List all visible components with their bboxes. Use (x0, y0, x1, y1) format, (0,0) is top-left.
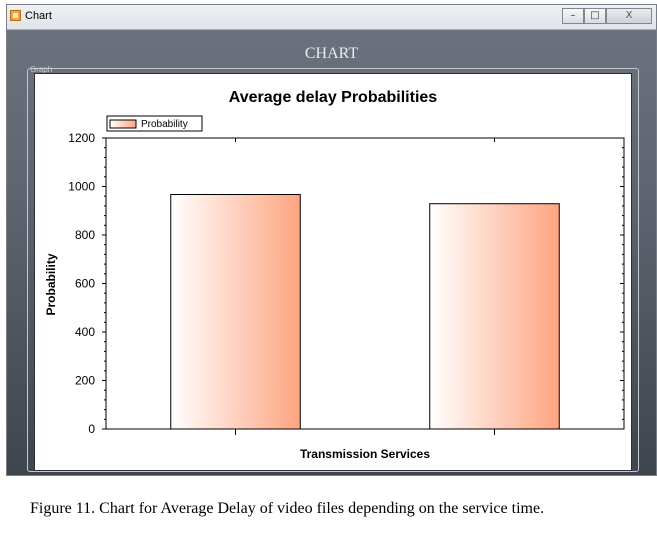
window-title: Chart (25, 10, 52, 22)
minimize-button[interactable]: – (562, 8, 584, 24)
y-tick-label: 0 (88, 422, 95, 436)
y-tick-label: 1000 (68, 180, 95, 194)
y-tick-label: 200 (75, 374, 95, 388)
chart-title: Average delay Probabilities (229, 89, 437, 106)
chart-panel: Average delay Probabilities Probability 0 2… (34, 73, 632, 471)
title-bar[interactable]: Chart – □ X (7, 5, 656, 30)
x-axis-label: Transmission Services (300, 447, 430, 461)
close-button[interactable]: X (606, 8, 652, 24)
y-tick-label: 600 (75, 277, 95, 291)
bar (429, 203, 560, 430)
y-tick-label: 800 (75, 228, 95, 242)
maximize-button[interactable]: □ (584, 8, 606, 24)
bar-chart: Average delay Probabilities Probability 0 2… (44, 89, 625, 461)
chart-app-icon (10, 10, 21, 21)
y-axis-label: Probability (44, 253, 58, 315)
figure-caption: Figure 11. Chart for Average Delay of vi… (30, 500, 545, 517)
graph-groupbox (27, 68, 639, 472)
y-tick-label: 400 (75, 325, 95, 339)
legend-label: Probability (141, 119, 188, 130)
bar (170, 194, 301, 430)
form-heading: CHART (304, 45, 359, 62)
graph-groupbox-label: Graph (30, 65, 53, 74)
y-tick-label: 1200 (68, 131, 95, 145)
legend-swatch (109, 119, 137, 129)
